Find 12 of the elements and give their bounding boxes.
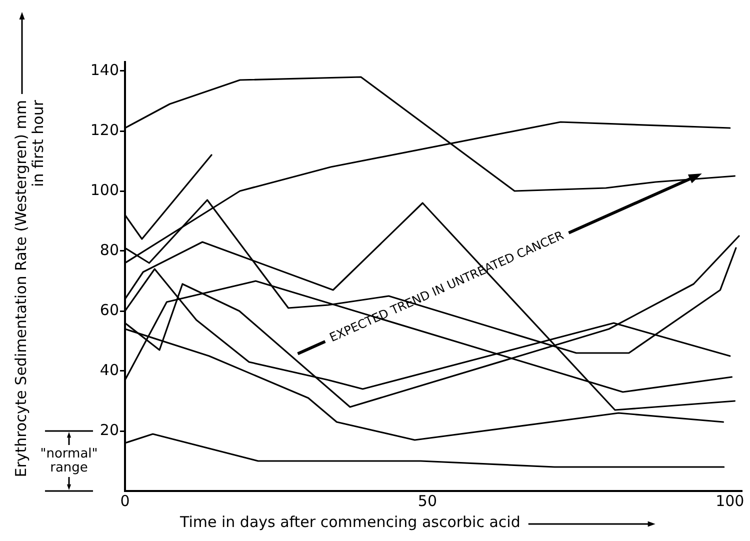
y-tick-label: 80	[100, 240, 119, 259]
text: "normal" range	[40, 446, 98, 476]
x-tick-label: 50	[418, 492, 437, 510]
y-tick-label: 140	[90, 60, 119, 79]
y-tick-label: 100	[90, 180, 119, 199]
x-tick-label: 0	[120, 492, 130, 510]
x-axis-title: Time in days after commencing ascorbic acid	[179, 512, 520, 531]
y-tick-label: 40	[100, 360, 119, 379]
x-tick-label: 100	[716, 492, 744, 510]
y-tick-label: 20	[100, 420, 119, 439]
y-tick-label: 60	[100, 300, 119, 319]
y-tick-label: 120	[90, 120, 119, 139]
